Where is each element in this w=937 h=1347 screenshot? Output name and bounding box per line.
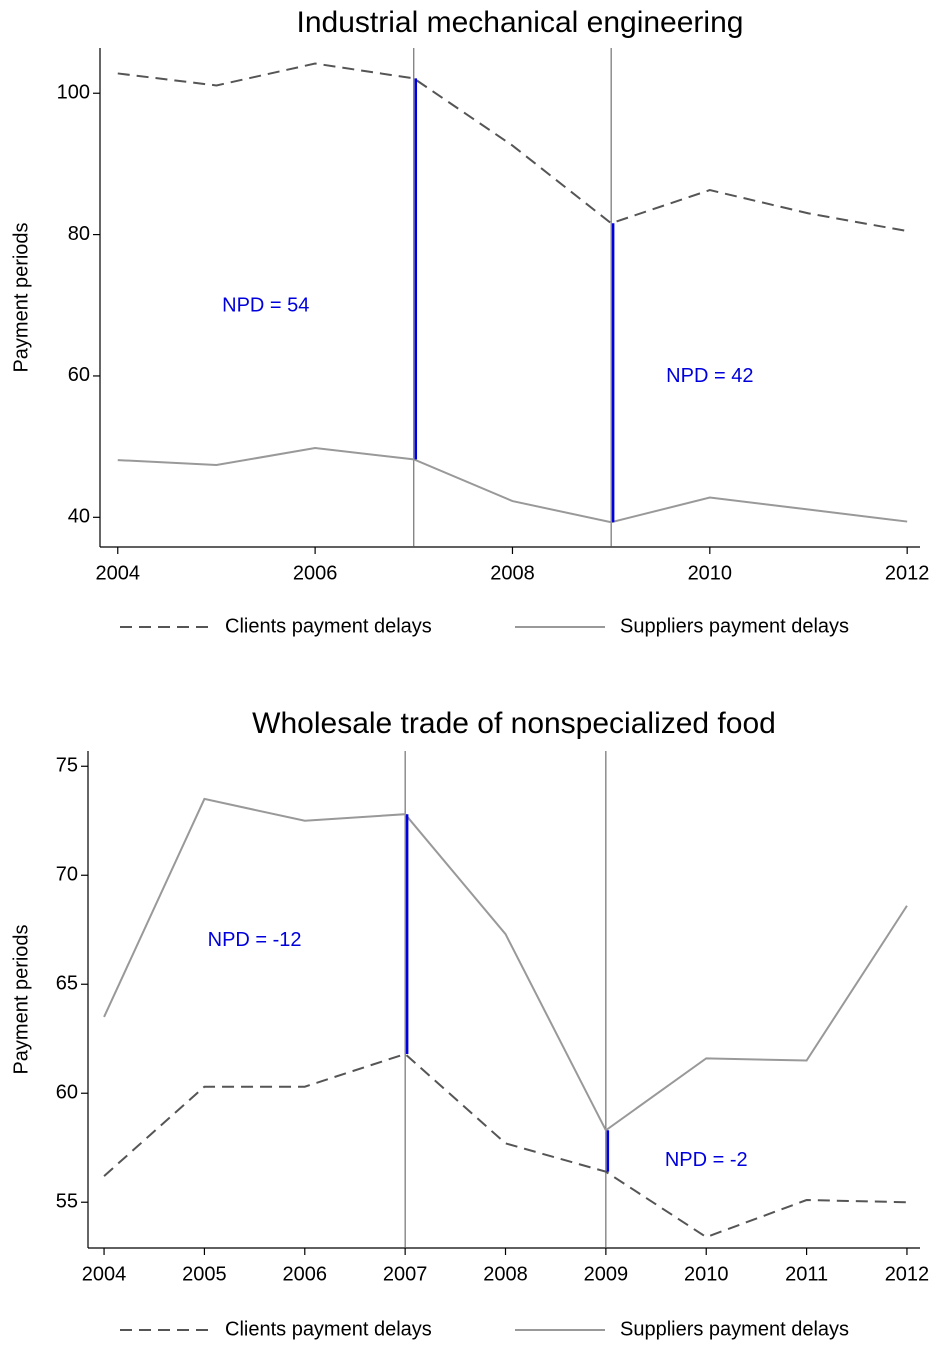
y-axis-label: Payment periods bbox=[10, 222, 32, 372]
legend-label: Clients payment delays bbox=[225, 1318, 432, 1340]
x-tick-label: 2011 bbox=[785, 1263, 828, 1285]
x-tick-label: 2004 bbox=[96, 562, 141, 584]
x-tick-label: 2008 bbox=[490, 562, 535, 584]
annotation: NPD = -12 bbox=[208, 929, 302, 951]
series-line bbox=[117, 447, 908, 524]
x-tick-label: 2009 bbox=[584, 1263, 629, 1285]
y-tick-label: 60 bbox=[56, 1082, 78, 1104]
series-line bbox=[103, 1052, 907, 1239]
x-tick-label: 2012 bbox=[885, 562, 930, 584]
x-tick-label: 2004 bbox=[82, 1263, 127, 1285]
annotation: NPD = 42 bbox=[666, 365, 753, 387]
chart-title: Wholesale trade of nonspecialized food bbox=[252, 707, 776, 740]
y-tick-label: 55 bbox=[56, 1191, 78, 1213]
x-tick-label: 2007 bbox=[383, 1263, 428, 1285]
x-tick-label: 2010 bbox=[688, 562, 733, 584]
y-axis-label: Payment periods bbox=[10, 924, 32, 1074]
x-tick-label: 2008 bbox=[483, 1263, 528, 1285]
y-tick-label: 80 bbox=[68, 223, 90, 245]
x-tick-label: 2006 bbox=[293, 562, 338, 584]
y-tick-label: 65 bbox=[56, 973, 78, 995]
annotation: NPD = -2 bbox=[665, 1149, 748, 1171]
legend-label: Suppliers payment delays bbox=[620, 1318, 849, 1340]
series-line bbox=[117, 62, 908, 233]
chart-title: Industrial mechanical engineering bbox=[297, 6, 744, 39]
series-line bbox=[103, 797, 908, 1132]
y-tick-label: 70 bbox=[56, 864, 78, 886]
y-tick-label: 100 bbox=[57, 82, 90, 104]
x-tick-label: 2006 bbox=[283, 1263, 328, 1285]
legend-label: Suppliers payment delays bbox=[620, 615, 849, 637]
x-tick-label: 2005 bbox=[182, 1263, 227, 1285]
annotation: NPD = 54 bbox=[222, 294, 309, 316]
x-tick-label: 2010 bbox=[684, 1263, 729, 1285]
legend-label: Clients payment delays bbox=[225, 615, 432, 637]
y-tick-label: 40 bbox=[68, 506, 90, 528]
y-tick-label: 75 bbox=[56, 755, 78, 777]
x-tick-label: 2012 bbox=[885, 1263, 930, 1285]
y-tick-label: 60 bbox=[68, 364, 90, 386]
